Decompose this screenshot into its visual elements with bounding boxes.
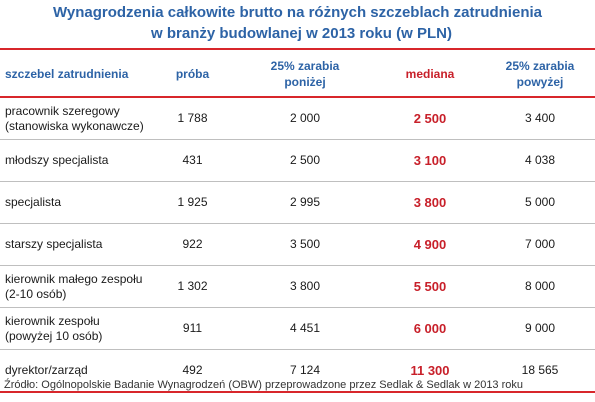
row-level-line2: (stanowiska wykonawcze) (5, 118, 144, 133)
row-sample: 1 788 (150, 97, 235, 140)
title-line-2: w branży budowlanej w 2013 roku (w PLN) (151, 25, 452, 42)
row-sample: 911 (150, 307, 235, 350)
header-level: szczebel zatrudnienia (0, 51, 150, 98)
header-row: szczebel zatrudnienia próba 25% zarabia … (0, 51, 595, 98)
row-p75: 5 000 (485, 181, 595, 224)
row-sample: 1 925 (150, 181, 235, 224)
table-row: starszy specjalista 922 3 500 4 900 7 00… (0, 223, 595, 266)
row-p25: 3 800 (235, 265, 375, 308)
row-p25: 7 124 (235, 349, 375, 393)
row-sample: 431 (150, 139, 235, 182)
row-p25: 2 995 (235, 181, 375, 224)
salary-table: szczebel zatrudnienia próba 25% zarabia … (0, 51, 595, 393)
table-row: dyrektor/zarząd 492 7 124 11 300 18 565 (0, 349, 595, 393)
header-p25: 25% zarabia poniżej (235, 51, 375, 98)
row-p25: 4 451 (235, 307, 375, 350)
row-median: 5 500 (375, 265, 485, 308)
row-median: 3 800 (375, 181, 485, 224)
header-sample: próba (150, 51, 235, 98)
row-median: 6 000 (375, 307, 485, 350)
header-median: mediana (375, 51, 485, 98)
top-divider (0, 48, 595, 50)
row-median: 2 500 (375, 97, 485, 140)
table-row: pracownik szeregowy (stanowiska wykonawc… (0, 97, 595, 140)
row-median: 4 900 (375, 223, 485, 266)
row-level-line2: (2-10 osób) (5, 286, 67, 301)
table-row: specjalista 1 925 2 995 3 800 5 000 (0, 181, 595, 224)
row-level-line1: pracownik szeregowy (5, 103, 120, 118)
row-sample: 1 302 (150, 265, 235, 308)
row-p75: 4 038 (485, 139, 595, 182)
row-p75: 18 565 (485, 349, 595, 393)
table-title: Wynagrodzenia całkowite brutto na różnyc… (0, 2, 595, 44)
row-level: młodszy specjalista (0, 139, 150, 182)
row-level: pracownik szeregowy (stanowiska wykonawc… (0, 97, 150, 140)
row-level-line1: kierownik małego zespołu (5, 271, 143, 286)
header-p25-line1: 25% zarabia (270, 58, 340, 73)
header-p75-line2: powyżej (516, 74, 564, 89)
row-level: specjalista (0, 181, 150, 224)
header-p25-line2: poniżej (284, 74, 326, 89)
row-level: kierownik małego zespołu (2-10 osób) (0, 265, 150, 308)
row-p75: 3 400 (485, 97, 595, 140)
table-row: kierownik zespołu (powyżej 10 osób) 911 … (0, 307, 595, 350)
table-row: kierownik małego zespołu (2-10 osób) 1 3… (0, 265, 595, 308)
source-note: Źródło: Ogólnopolskie Badanie Wynagrodze… (4, 379, 524, 391)
row-sample: 922 (150, 223, 235, 266)
table-row: młodszy specjalista 431 2 500 3 100 4 03… (0, 139, 595, 182)
row-p25: 2 500 (235, 139, 375, 182)
row-level-line2: (powyżej 10 osób) (5, 328, 103, 343)
row-p75: 7 000 (485, 223, 595, 266)
row-sample: 492 (150, 349, 235, 393)
header-p75: 25% zarabia powyżej (485, 51, 595, 98)
row-p25: 3 500 (235, 223, 375, 266)
row-median: 3 100 (375, 139, 485, 182)
row-p75: 9 000 (485, 307, 595, 350)
row-p25: 2 000 (235, 97, 375, 140)
row-level: starszy specjalista (0, 223, 150, 266)
row-p75: 8 000 (485, 265, 595, 308)
row-level-line1: kierownik zespołu (5, 313, 100, 328)
title-line-1: Wynagrodzenia całkowite brutto na różnyc… (53, 4, 542, 21)
row-level: kierownik zespołu (powyżej 10 osób) (0, 307, 150, 350)
header-p75-line1: 25% zarabia (505, 58, 575, 73)
row-level: dyrektor/zarząd (0, 349, 150, 393)
row-median: 11 300 (375, 349, 485, 393)
